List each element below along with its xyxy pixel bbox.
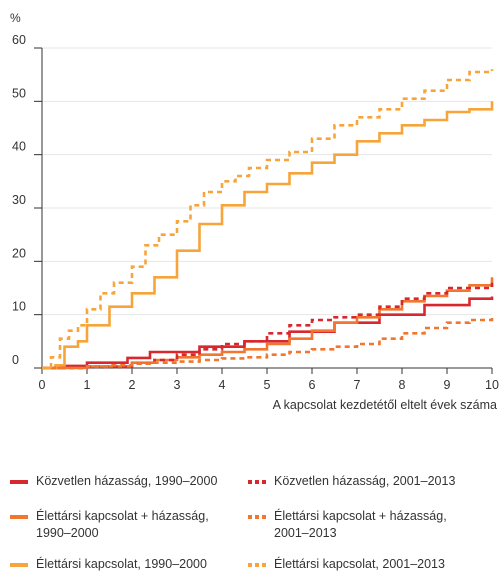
y-tick-label-60: 60: [12, 33, 26, 47]
x-tick-label-3: 3: [174, 378, 181, 392]
legend-swatch: [10, 515, 28, 519]
x-tick-label-5: 5: [264, 378, 271, 392]
series-line-4: [42, 282, 494, 370]
x-tick-label-0: 0: [39, 378, 46, 392]
legend-swatch: [248, 563, 266, 567]
legend-swatch: [248, 480, 266, 484]
legend-label: Élettársi kapcsolat, 2001–2013: [274, 557, 445, 571]
legend-item-5: Élettársi kapcsolat, 1990–2000: [10, 556, 207, 573]
legend-label: Közvetlen házasság, 2001–2013: [274, 474, 456, 488]
y-tick-label-30: 30: [12, 193, 26, 207]
x-tick-label-1: 1: [84, 378, 91, 392]
y-axis-unit-label: %: [10, 11, 21, 25]
x-tick-label-10: 10: [485, 378, 499, 392]
legend-swatch: [10, 563, 28, 567]
legend-label: Élettársi kapcsolat + házasság, 2001–201…: [274, 509, 447, 540]
series-line-6: [42, 69, 494, 370]
series-line-5: [42, 314, 494, 370]
x-tick-label-6: 6: [309, 378, 316, 392]
legend-swatch: [248, 515, 266, 519]
legend-item-6: Élettársi kapcsolat, 2001–2013: [248, 556, 445, 573]
legend-label: Élettársi kapcsolat, 1990–2000: [36, 557, 207, 571]
series-line-3: [42, 101, 494, 370]
x-tick-label-8: 8: [399, 378, 406, 392]
legend-label: Közvetlen házasság, 1990–2000: [36, 474, 218, 488]
y-tick-label-10: 10: [12, 300, 26, 314]
x-axis-title: A kapcsolat kezdetétől eltelt évek száma: [273, 398, 497, 412]
line-chart: 0 10 20 30 40 50 60 0 1 2 3 4 5 6 7 8 9 10 % A kapcsolat …: [10, 11, 499, 412]
y-tick-label-50: 50: [12, 86, 26, 100]
x-tick-label-9: 9: [444, 378, 451, 392]
legend-item-1: Közvetlen házasság, 1990–2000: [10, 473, 217, 490]
y-tick-label-20: 20: [12, 246, 26, 260]
legend-item-3: Élettársi kapcsolat + házasság, 1990–200…: [10, 508, 236, 542]
y-tick-label-40: 40: [12, 140, 26, 154]
legend-item-2: Közvetlen házasság, 2001–2013: [248, 473, 455, 490]
y-tick-label-0: 0: [12, 353, 19, 367]
axes: 0 10 20 30 40 50 60 0 1 2 3 4 5 6 7 8 9 10: [12, 33, 499, 392]
x-tick-label-2: 2: [129, 378, 136, 392]
legend-swatch: [10, 480, 28, 484]
x-tick-label-4: 4: [219, 378, 226, 392]
series-lines: [42, 69, 494, 370]
legend-item-4: Élettársi kapcsolat + házasság, 2001–201…: [248, 508, 474, 542]
x-tick-label-7: 7: [354, 378, 361, 392]
gridlines: [34, 47, 492, 316]
legend-label: Élettársi kapcsolat + házasság, 1990–200…: [36, 509, 209, 540]
